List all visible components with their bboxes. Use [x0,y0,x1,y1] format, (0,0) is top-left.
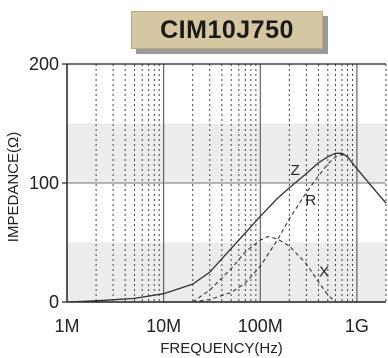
y-tick-label: 0 [49,292,59,312]
shaded-band [67,242,386,302]
x-tick-label: 1M [54,316,79,336]
shaded-band [67,123,386,183]
y-axis-title: IMPEDANCE(Ω) [5,132,22,242]
x-tick-label: 1G [345,316,369,336]
series-x-line [192,236,336,303]
series-r-line [192,153,387,303]
x-tick-label: 100M [238,316,283,336]
series-z-label: Z [291,162,300,179]
series-r-label: R [305,192,316,209]
chart-title: CIM10J750 [131,11,323,49]
x-axis-title: FREQUENCY(Hz) [160,340,283,357]
x-tick-label: 10M [146,316,181,336]
y-tick-label: 200 [29,54,59,74]
chart-title-badge: CIM10J750 [131,11,328,54]
series-x-label: X [319,263,329,280]
y-tick-label: 100 [29,173,59,193]
